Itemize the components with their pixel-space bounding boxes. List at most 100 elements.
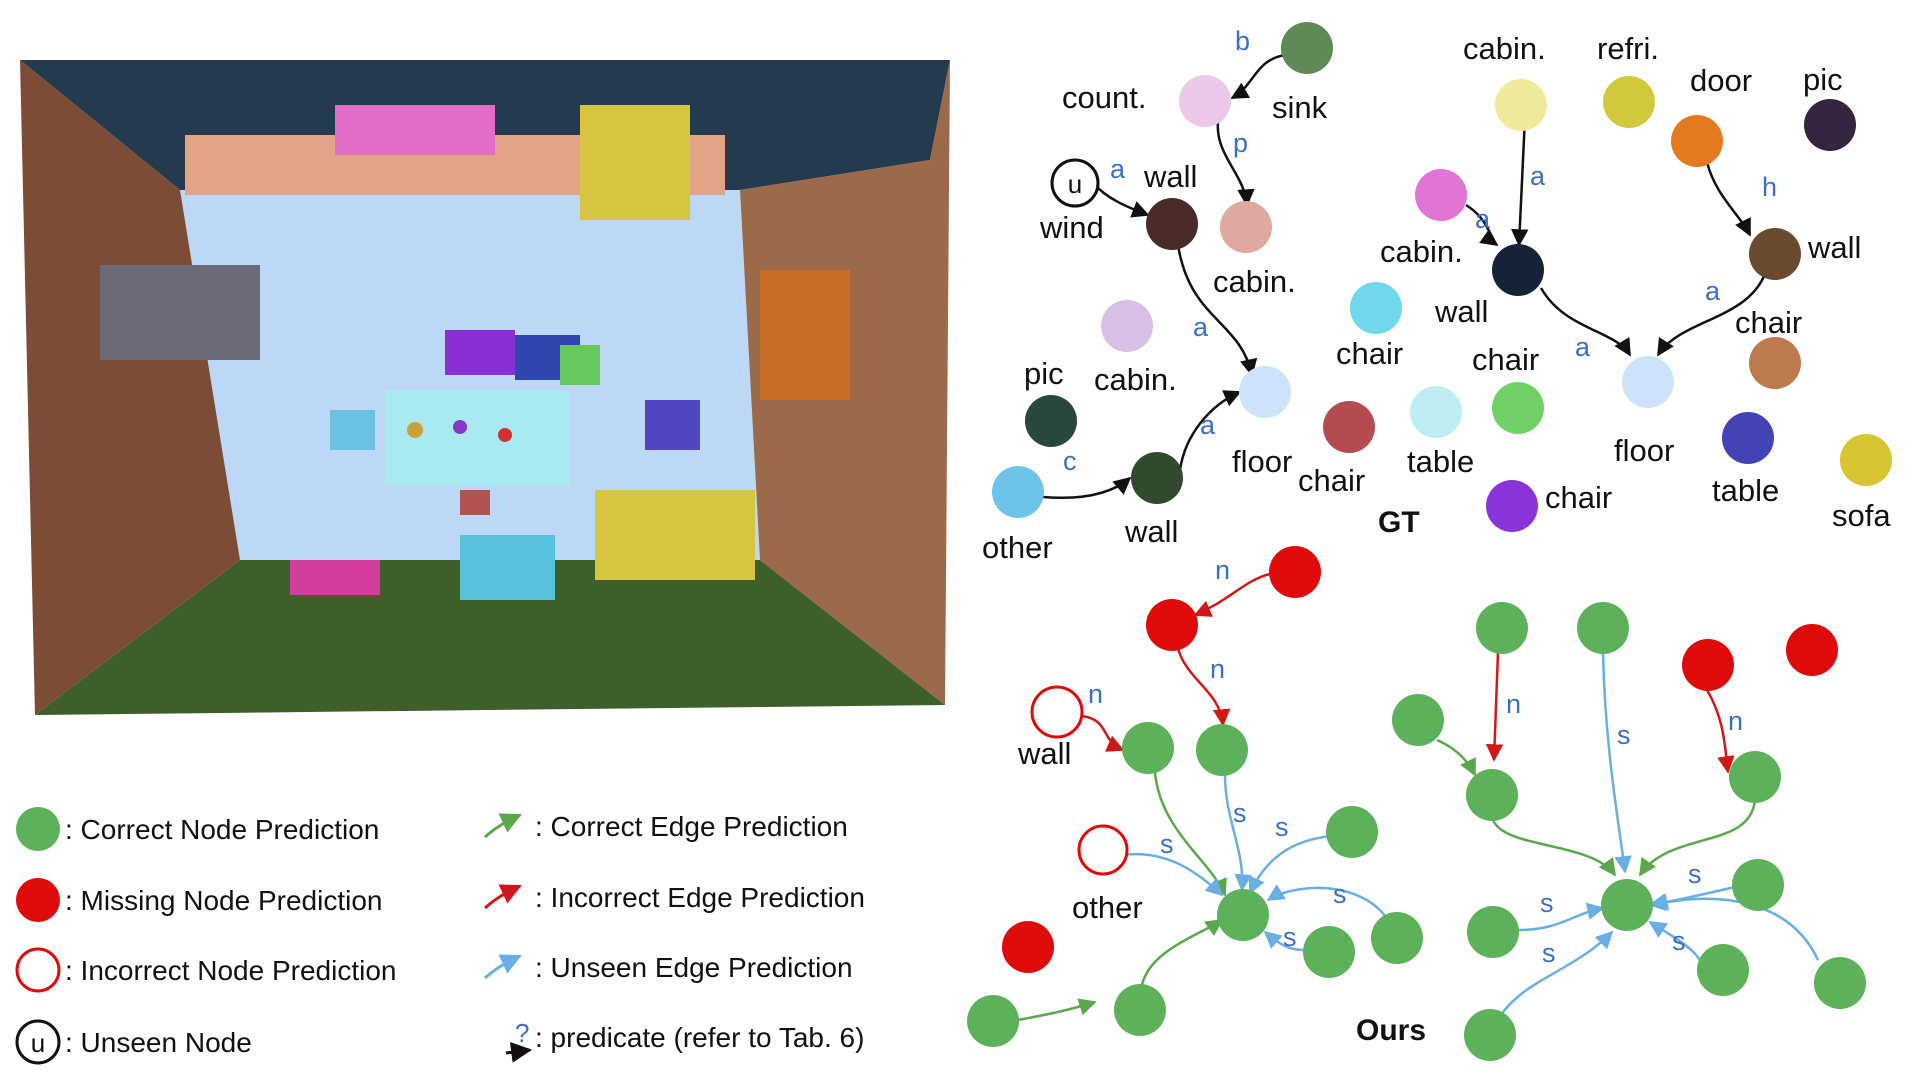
ours-correct-node [1326,806,1378,858]
ours-title: Ours [1356,1014,1426,1047]
gt-node-table [1410,386,1462,438]
gt-label: floor [1232,444,1292,479]
gt-label: wall [1143,159,1197,194]
gt-node-wall [1146,198,1198,250]
ours-correct-node [1601,879,1653,931]
legend-unseen-edge-label: : Unseen Edge Prediction [535,952,853,983]
gt-label: floor [1614,433,1674,468]
gt-node-floor [1239,366,1291,418]
gt-node-door [1671,115,1723,167]
legend-missing-node-icon [16,878,60,922]
legend-incorrect-node-icon [15,947,61,993]
gt-label: door [1690,63,1752,98]
legend-predicate-marker: ? [515,1018,529,1048]
gt-node-floor [1622,356,1674,408]
gt-node-wall [1749,228,1801,280]
legend-unseen-node-icon [15,1019,61,1065]
ours-predicate: n [1506,689,1521,719]
legend-predicate-icon [505,1041,533,1063]
gt-predicate: a [1575,332,1591,362]
ours-predicate: s [1672,926,1686,956]
ours-correct-node [1467,906,1519,958]
ours-label: wall [1017,736,1071,771]
ours-unseen-edge [1601,651,1632,874]
ours-predicate: n [1088,679,1103,709]
legend-incorrect-edge-label: : Incorrect Edge Prediction [535,882,865,913]
gt-label: cabin. [1380,234,1463,269]
ours-unseen-edge [1648,920,1702,961]
ours-correct-node [1476,602,1528,654]
scene-chair-right [645,400,700,450]
legend-correct-node-label: : Correct Node Prediction [65,814,379,845]
gt-node-unseen-wind [1050,158,1100,208]
gt-label: cabin. [1463,31,1546,66]
ours-correct-node [1196,724,1248,776]
gt-label: pic [1803,62,1843,97]
ours-correct-node [1464,1009,1516,1061]
ours-incorrect-edge [1175,644,1231,727]
scene-left-wall [20,60,240,715]
gt-predicate: a [1530,161,1546,191]
gt-predicate: a [1475,204,1491,234]
ours-predicate: s [1542,938,1556,968]
ours-correct-node [1466,769,1518,821]
gt-edge [1656,275,1766,357]
scene-chair-red [460,490,490,515]
gt-node-pic [1025,395,1077,447]
scene-chair-green [560,345,600,385]
ours-correct-node [1577,602,1629,654]
scene-refrigerator [580,105,690,220]
gt-node-other [992,466,1044,518]
gt-predicate: a [1200,410,1216,440]
gt-label: count. [1062,80,1146,115]
ours-correct-node [1697,944,1749,996]
gt-node-chair [1492,382,1544,434]
gt-predicate: a [1110,154,1126,184]
gt-edge [1705,161,1752,237]
gt-node-cabinet [1220,201,1272,253]
ours-missing-node [1682,639,1734,691]
gt-label: cabin. [1213,264,1296,299]
legend-correct-edge-icon [483,813,522,839]
legend-unseen-node-label: : Unseen Node [65,1027,252,1058]
legend-unseen-node-marker: u [31,1028,45,1058]
ours-label: other [1072,890,1143,925]
scene-sink [335,105,495,155]
gt-label: chair [1735,305,1802,340]
gt-label: refri. [1597,31,1659,66]
ours-incorrect-edge [1705,689,1735,774]
scene-object [453,420,467,434]
ours-unseen-edge [1223,774,1252,892]
gt-label: wind [1039,210,1104,245]
ours-missing-node [1146,599,1198,651]
room-scene-image [20,60,950,715]
gt-edge [1230,53,1286,100]
scene-chair-purple [445,330,515,375]
scene-pink-object [290,560,380,595]
ours-incorrect-node-wall [1030,685,1084,739]
gt-node-table [1722,412,1774,464]
gt-label: cabin. [1094,362,1177,397]
gt-edge [1510,116,1529,247]
ours-correct-node [1814,957,1866,1009]
ours-predicate: s [1540,888,1554,918]
ours-predicate: s [1233,798,1247,828]
gt-node-refrigerator [1603,76,1655,128]
ours-correct-node [1114,984,1166,1036]
gt-label: chair [1298,463,1365,498]
scene-object [407,422,423,438]
ours-correct-node [1371,912,1423,964]
gt-label: table [1712,473,1779,508]
ours-correct-edge [1140,918,1224,986]
gt-unseen-marker: u [1068,169,1082,199]
scene-small-table [460,535,555,600]
ours-correct-edge [1436,738,1477,777]
legend-correct-node-icon [16,807,60,851]
gt-label: chair [1336,336,1403,371]
scene-orange-cabinet [760,270,850,400]
scene-chair-left [330,410,375,450]
ours-predicate: s [1283,922,1297,952]
ours-correct-node [1729,751,1781,803]
ours-predicate: s [1617,720,1631,750]
gt-label: chair [1472,342,1539,377]
